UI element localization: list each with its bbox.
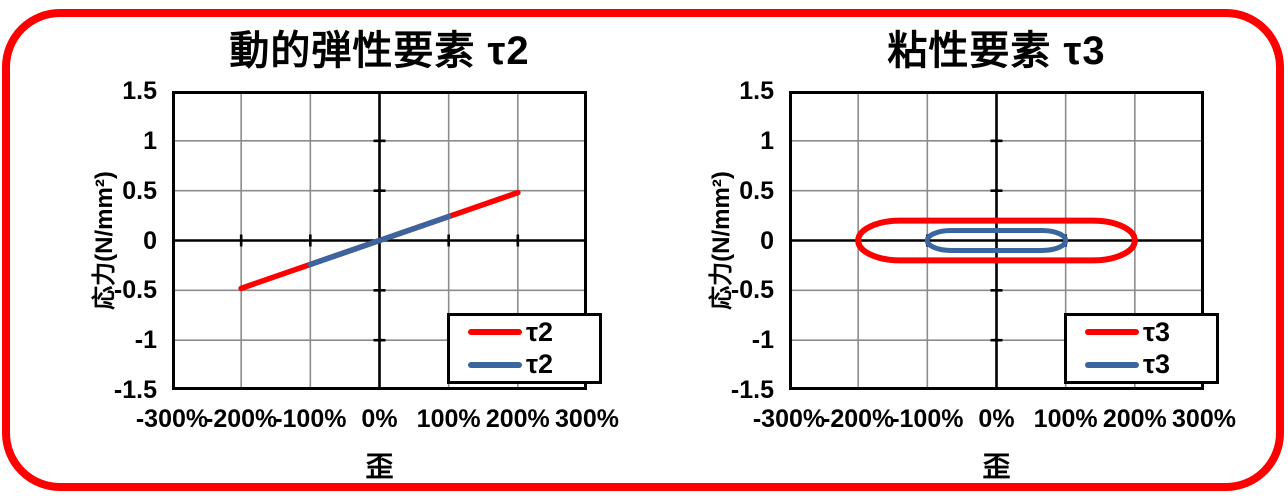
x-tick-label: 200% (485, 405, 550, 433)
legend-label: τ2 (526, 316, 554, 347)
y-tick-label: -1 (134, 326, 157, 355)
plot-area (172, 91, 587, 390)
legend-swatch (1085, 329, 1139, 336)
y-tick-label: -1.5 (113, 376, 157, 404)
plot-border (789, 91, 1204, 390)
y-tick-label: 1 (760, 126, 774, 155)
legend-item: τ3 (1085, 316, 1216, 347)
legend-item: τ3 (1085, 351, 1216, 378)
x-tick-label: -200% (205, 405, 278, 433)
plot-border (172, 91, 587, 390)
y-tick-label: -0.5 (730, 276, 774, 305)
y-tick-label: -1.5 (730, 376, 774, 404)
legend-item: τ2 (468, 316, 599, 347)
y-tick-label: -1 (751, 326, 774, 355)
y-tick-label: 0 (143, 226, 157, 255)
series-loop-1 (924, 228, 1069, 253)
series-loop-0 (855, 217, 1138, 264)
x-tick-label: 300% (1172, 405, 1236, 433)
legend-item: τ2 (468, 351, 599, 378)
x-tick-label: -100% (891, 405, 964, 433)
x-tick-label: 100% (1033, 405, 1098, 433)
legend-label: τ3 (1143, 349, 1171, 380)
legend: τ2 τ2 (447, 313, 602, 384)
x-tick-label: 0% (978, 405, 1015, 433)
y-tick-label: 0 (760, 226, 774, 255)
legend-swatch (468, 361, 522, 368)
y-tick-label: 1 (143, 126, 157, 155)
y-tick-label: 0.5 (739, 176, 774, 205)
y-tick-label: -0.5 (113, 276, 157, 305)
x-tick-label: 200% (1102, 405, 1167, 433)
x-tick-label: 100% (416, 405, 481, 433)
series-segment-1 (307, 213, 452, 268)
x-tick-label: 300% (555, 405, 619, 433)
y-tick-label: 0.5 (122, 176, 157, 205)
x-tick-label: -100% (274, 405, 347, 433)
legend-label: τ2 (526, 349, 554, 380)
x-axis-title: 歪 (365, 451, 394, 482)
legend-swatch (468, 329, 522, 336)
legend-label: τ3 (1143, 316, 1171, 347)
x-tick-label: -200% (822, 405, 895, 433)
x-tick-label: -300% (135, 405, 209, 433)
y-tick-label: 1.5 (739, 77, 774, 105)
legend-swatch (1085, 361, 1139, 368)
x-tick-label: 0% (361, 405, 398, 433)
chart-title: 粘性要素 τ3 (887, 29, 1106, 73)
chart-title: 動的弾性要素 τ2 (229, 29, 530, 73)
legend: τ3 τ3 (1064, 313, 1219, 384)
x-axis-title: 歪 (982, 451, 1011, 482)
y-tick-label: 1.5 (122, 77, 157, 105)
x-tick-label: -300% (752, 405, 826, 433)
